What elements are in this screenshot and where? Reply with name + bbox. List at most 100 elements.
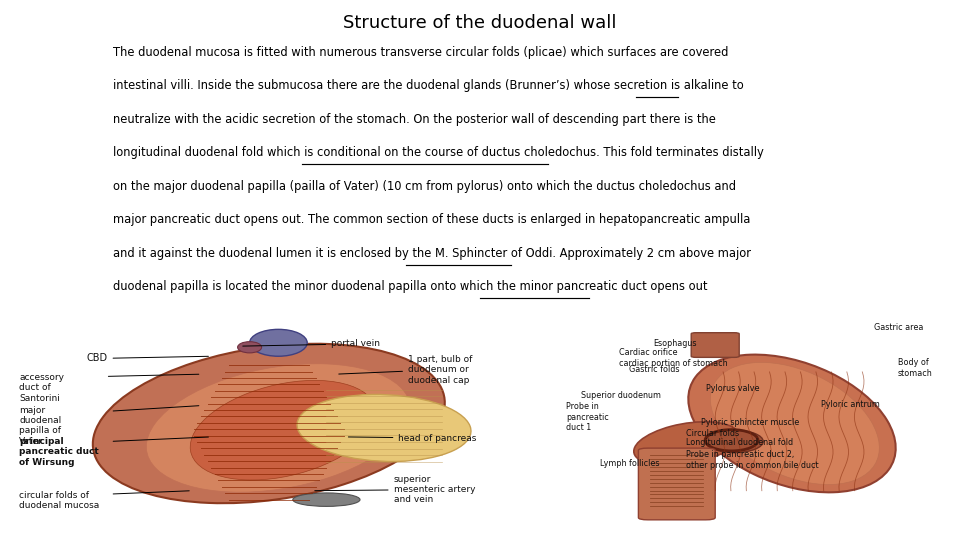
Text: Superior duodenum: Superior duodenum <box>581 391 660 400</box>
Point <box>321 393 332 400</box>
Point <box>697 471 708 478</box>
Point <box>324 400 336 407</box>
Text: intestinal villi. Inside the submucosa there are the duodenal glands (Brunner’s): intestinal villi. Inside the submucosa t… <box>113 79 744 92</box>
Point <box>331 445 343 451</box>
Point <box>223 362 234 368</box>
Point <box>212 477 224 484</box>
Point <box>223 496 234 503</box>
Text: 1 part, bulb of
duodenum or
duodenal cap: 1 part, bulb of duodenum or duodenal cap <box>339 355 472 384</box>
Point <box>321 387 332 393</box>
Text: Pyloric antrum: Pyloric antrum <box>821 400 879 409</box>
Text: Circular folds: Circular folds <box>686 429 739 438</box>
Point <box>321 426 332 432</box>
Point <box>321 446 332 452</box>
Point <box>321 419 332 426</box>
Point <box>321 394 332 401</box>
Point <box>310 375 322 381</box>
Text: Pylorus valve: Pylorus valve <box>706 384 759 393</box>
Text: Probe in
pancreatic
duct 1: Probe in pancreatic duct 1 <box>566 402 610 432</box>
Point <box>644 460 656 466</box>
Point <box>697 487 708 494</box>
Ellipse shape <box>238 342 261 353</box>
Point <box>644 483 656 490</box>
Ellipse shape <box>190 380 376 480</box>
Point <box>697 491 708 498</box>
Point <box>331 413 343 420</box>
Point <box>436 458 447 465</box>
Point <box>327 407 339 413</box>
Point <box>644 495 656 502</box>
Point <box>324 458 336 464</box>
Ellipse shape <box>297 394 471 462</box>
Point <box>697 456 708 462</box>
Point <box>199 451 210 458</box>
Text: Gastric folds: Gastric folds <box>629 365 680 374</box>
Point <box>317 471 328 477</box>
Point <box>436 439 447 446</box>
Text: Esophagus: Esophagus <box>653 340 696 348</box>
Point <box>697 468 708 474</box>
Point <box>697 460 708 466</box>
Point <box>436 393 447 400</box>
Point <box>644 499 656 505</box>
Text: CBD: CBD <box>86 354 208 363</box>
Point <box>697 480 708 486</box>
Point <box>191 439 203 446</box>
Ellipse shape <box>634 422 739 465</box>
Point <box>644 451 656 458</box>
Text: neutralize with the acidic secretion of the stomach. On the posterior wall of de: neutralize with the acidic secretion of … <box>113 113 716 126</box>
Point <box>216 484 228 490</box>
Point <box>697 495 708 502</box>
Point <box>321 400 332 406</box>
Point <box>220 490 231 496</box>
Point <box>436 406 447 413</box>
Point <box>205 464 217 471</box>
Point <box>321 432 332 438</box>
Point <box>436 413 447 419</box>
Ellipse shape <box>706 430 763 453</box>
Point <box>216 375 228 381</box>
Point <box>697 451 708 458</box>
Point <box>436 432 447 438</box>
Point <box>188 426 200 433</box>
Point <box>321 439 332 446</box>
Text: Probe in pancreatic duct 2,
other probe in common bile duct: Probe in pancreatic duct 2, other probe … <box>686 450 819 470</box>
Point <box>436 419 447 426</box>
Text: principal
pancreatic duct
of Wirsung: principal pancreatic duct of Wirsung <box>19 437 99 467</box>
Point <box>209 388 221 394</box>
Point <box>191 420 203 426</box>
Point <box>436 452 447 458</box>
Point <box>338 433 349 439</box>
Text: head of pancreas: head of pancreas <box>348 434 477 443</box>
FancyBboxPatch shape <box>691 333 739 357</box>
Point <box>697 499 708 505</box>
Point <box>644 487 656 494</box>
Text: superior
mesenteric artery
and vein: superior mesenteric artery and vein <box>315 475 475 504</box>
Text: Gastric area: Gastric area <box>874 322 923 332</box>
Point <box>202 400 213 407</box>
Point <box>644 503 656 510</box>
Text: duodenal papilla is located the minor duodenal papilla onto which the minor panc: duodenal papilla is located the minor du… <box>113 280 708 293</box>
Text: Structure of the duodenal wall: Structure of the duodenal wall <box>344 14 616 31</box>
Point <box>697 463 708 470</box>
Text: on the major duodenal papilla (pailla of Vater) (10 cm from pylorus) onto which : on the major duodenal papilla (pailla of… <box>113 180 736 193</box>
Point <box>314 477 325 484</box>
Ellipse shape <box>293 493 360 507</box>
Point <box>697 475 708 482</box>
Point <box>317 388 328 394</box>
Point <box>436 446 447 452</box>
Text: circular folds of
duodenal mucosa: circular folds of duodenal mucosa <box>19 491 100 510</box>
Point <box>436 400 447 406</box>
Point <box>327 451 339 458</box>
Point <box>188 433 200 439</box>
Point <box>436 387 447 393</box>
Text: Cardiac orifice
cardiac portion of stomach: Cardiac orifice cardiac portion of stoma… <box>619 348 728 368</box>
Point <box>644 463 656 470</box>
Point <box>195 413 206 420</box>
Text: accessory
duct of
Santorini: accessory duct of Santorini <box>19 373 64 403</box>
Point <box>205 394 217 401</box>
Point <box>314 381 325 388</box>
Point <box>306 368 318 375</box>
Point <box>209 471 221 477</box>
Text: major
duodenal
papilla of
Vater: major duodenal papilla of Vater <box>19 406 61 446</box>
